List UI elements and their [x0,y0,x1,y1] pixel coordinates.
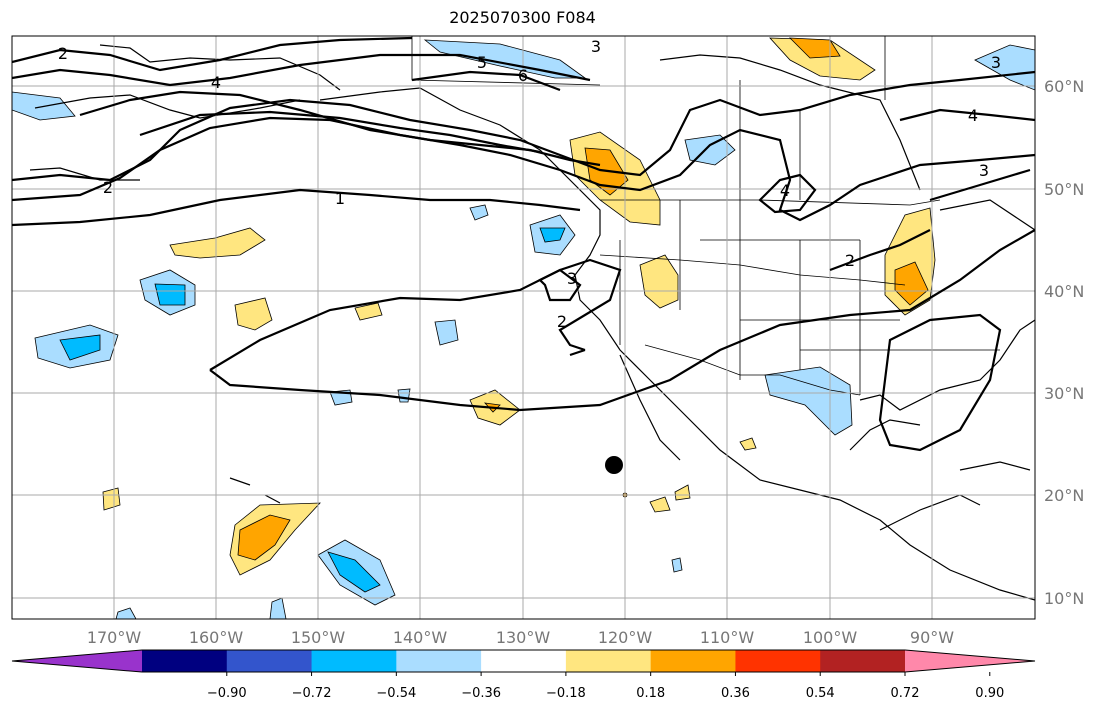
lon-tick-label: 130°W [496,628,551,647]
longitude-ticks: 170°W 160°W 150°W 140°W 130°W 120°W 110°… [87,628,954,647]
contour-label: 1 [335,189,345,208]
contour-label-group: 2 4 2 1 3 5 6 3 4 3 4 2 3 2 [58,37,1001,331]
colorbar-segment [311,650,397,672]
gridlines [12,36,1035,619]
lat-tick-label: 40°N [1044,282,1084,301]
location-marker [605,456,623,474]
colorbar-segment [735,650,821,672]
colorbar-extend-high [905,650,1035,672]
contour-label: 2 [845,251,855,270]
colorbar-segment [481,650,567,672]
contour-label: 2 [103,178,113,197]
map-frame [11,35,1036,620]
contour-label: 3 [591,37,601,56]
lat-tick-label: 50°N [1044,180,1084,199]
lon-tick-label: 110°W [700,628,755,647]
lat-tick-label: 30°N [1044,384,1084,403]
colorbar-tick-label: −0.72 [292,686,332,701]
colorbar: −0.90 −0.72 −0.54 −0.36 −0.18 0.18 0.36 0.54 0.7… [11,649,1036,701]
colorbar-tick-label: −0.90 [207,686,247,701]
colorbar-tick-label: −0.54 [376,686,416,701]
colorbar-outline [11,649,1036,673]
colorbar-segment [142,650,228,672]
lon-tick-label: 100°W [803,628,858,647]
lon-tick-label: 120°W [598,628,653,647]
lon-tick-label: 170°W [87,628,142,647]
contour-label: 6 [518,66,528,85]
lat-tick-label: 20°N [1044,486,1084,505]
colorbar-segment [565,650,652,672]
colorbar-tick-label: 0.72 [891,686,920,701]
colorbar-segment [820,650,906,672]
lon-tick-label: 90°W [910,628,954,647]
contour-label: 4 [968,106,978,125]
lat-tick-label: 60°N [1044,77,1084,96]
latitude-ticks: 60°N 50°N 40°N 30°N 20°N 10°N [1044,77,1084,608]
colorbar-extend-low [12,650,142,672]
colorbar-segment [226,650,313,672]
contour-label: 2 [557,312,567,331]
map-title: 2025070300 F084 [449,8,596,27]
colorbar-tick-label: 0.54 [806,686,835,701]
colorbar-tick-label: 0.90 [975,686,1004,701]
lat-tick-label: 10°N [1044,589,1084,608]
colorbar-segment [650,650,736,672]
lon-tick-label: 150°W [291,628,346,647]
contour-label: 2 [58,44,68,63]
contour-label: 5 [477,53,487,72]
lon-tick-label: 140°W [393,628,448,647]
contour-label: 3 [567,269,577,288]
colorbar-tick-label: 0.36 [721,686,750,701]
colorbar-segment [396,650,482,672]
contour-label: 3 [979,161,989,180]
map-area: 2 4 2 1 3 5 6 3 4 3 4 2 3 2 [12,36,1035,619]
colorbar-tick-label: −0.36 [461,686,501,701]
contour-label: 4 [211,73,221,92]
contour-label: 4 [780,181,790,200]
contour-label: 3 [991,53,1001,72]
colorbar-tick-label: 0.18 [636,686,665,701]
height-contours [12,36,1035,452]
coastlines [29,44,1035,601]
lon-tick-label: 160°W [189,628,244,647]
colorbar-tick-label: −0.18 [546,686,586,701]
